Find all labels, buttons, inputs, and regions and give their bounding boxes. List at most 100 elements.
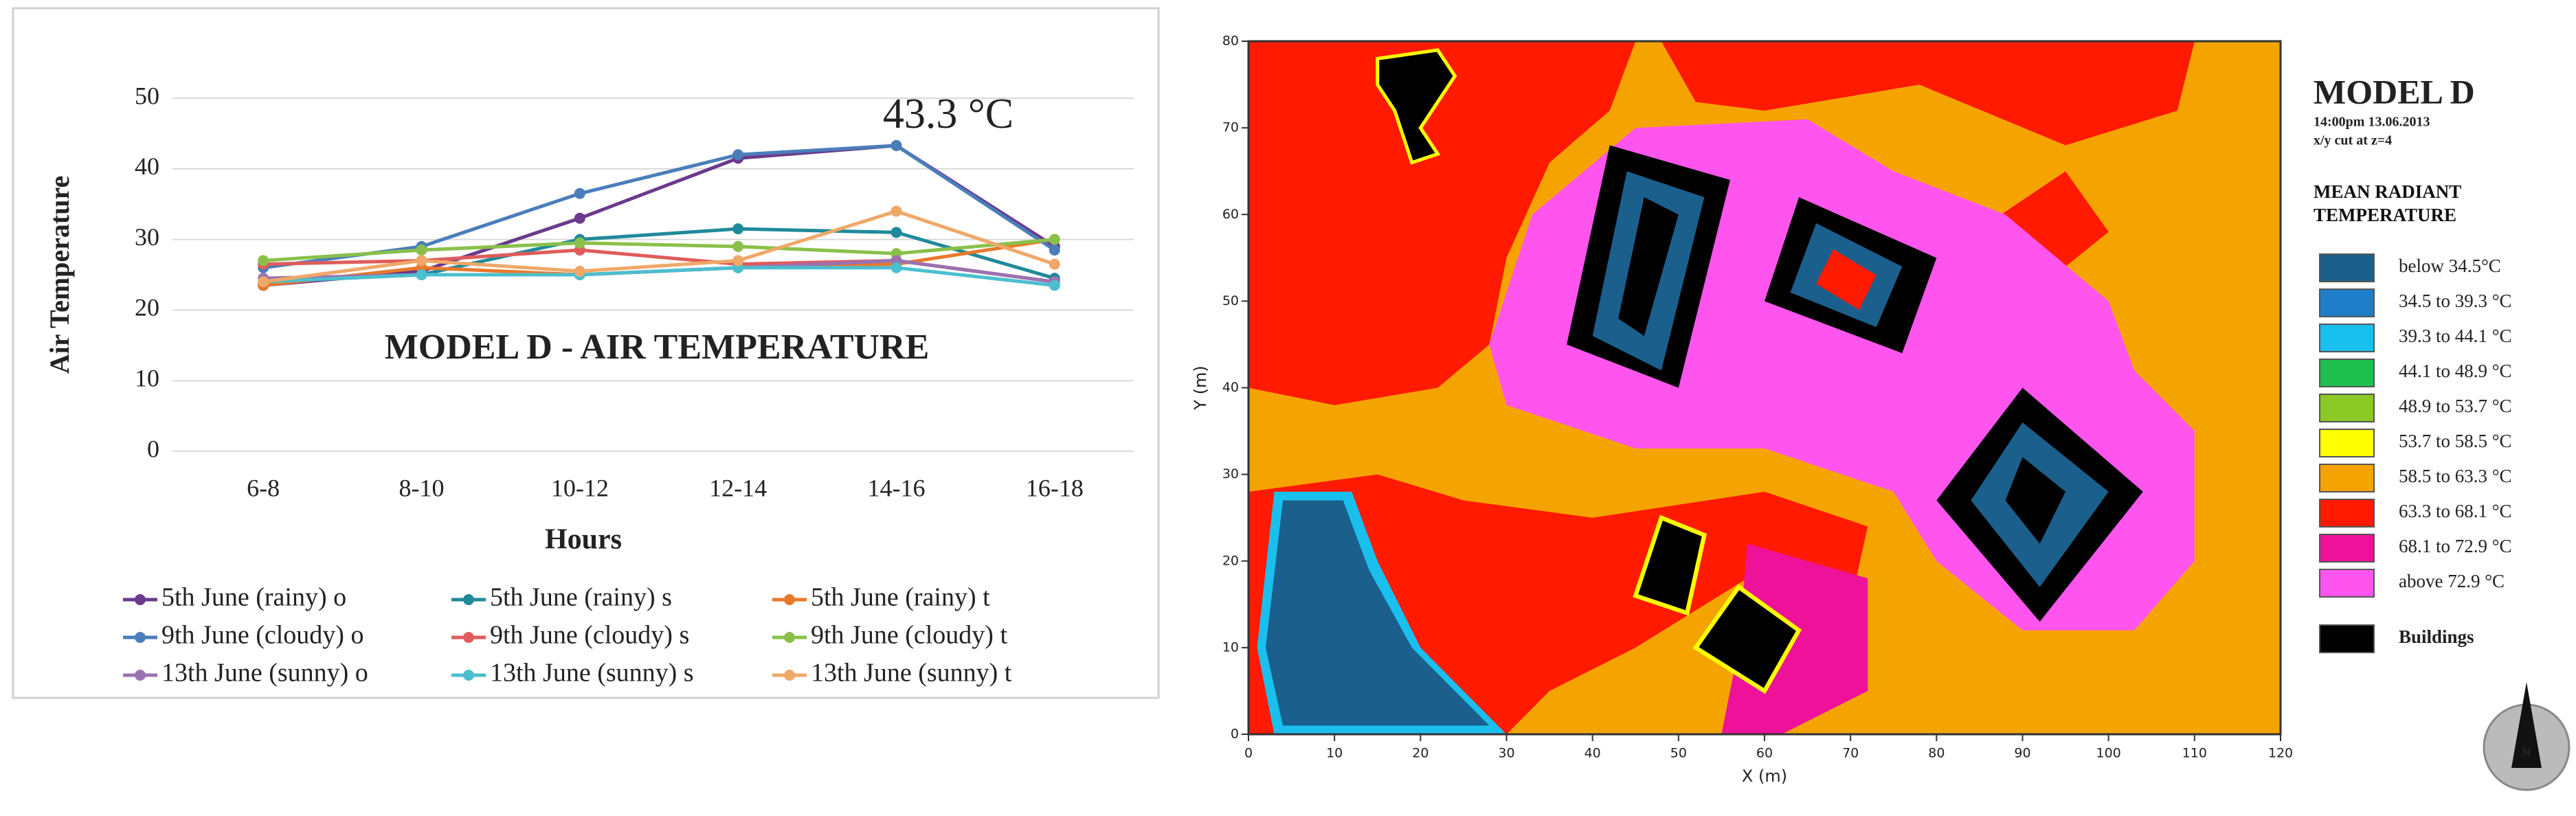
y-tick-label: 40 <box>1222 380 1239 395</box>
point <box>732 149 744 161</box>
x-tick-label: 10-12 <box>551 474 609 501</box>
point <box>732 255 744 267</box>
legend-marker <box>784 670 795 681</box>
x-tick-label: 14-16 <box>868 474 926 501</box>
point <box>1049 234 1060 245</box>
x-tick-label: 90 <box>2014 746 2030 761</box>
x-tick-label: 0 <box>1244 746 1253 761</box>
series-line <box>262 144 1056 270</box>
y-tick-label: 0 <box>147 435 159 462</box>
x-axis-label: Hours <box>545 524 622 556</box>
building-court <box>1816 249 1877 310</box>
legend-swatch <box>2319 429 2375 457</box>
legend-label: below 34.5°C <box>2399 256 2501 276</box>
point <box>891 262 902 273</box>
legend-marker <box>135 594 146 605</box>
y-axis-label: Air Temperature <box>44 176 75 374</box>
building <box>1376 48 1457 165</box>
region <box>1266 500 1490 726</box>
legend-marker <box>784 594 795 605</box>
map-note: x/y cut at z=4 <box>2314 133 2392 148</box>
legend-swatch <box>2319 359 2375 387</box>
legend-label: 34.5 to 39.3 °C <box>2399 291 2512 311</box>
x-tick-label: 12-14 <box>709 474 767 501</box>
x-tick-label: 20 <box>1412 746 1429 761</box>
point <box>891 227 902 238</box>
x-tick-label: 100 <box>2096 746 2121 761</box>
y-tick-label: 40 <box>135 152 159 180</box>
north-arrow <box>2483 682 2571 791</box>
legend-swatch <box>2319 499 2375 528</box>
legend-swatch <box>2319 324 2375 352</box>
x-tick-label: 40 <box>1584 746 1601 761</box>
x-tick-label: 110 <box>2182 746 2207 761</box>
x-tick-label: 8-10 <box>399 474 445 501</box>
point <box>732 223 744 235</box>
point <box>1049 280 1060 291</box>
map-subtitle: 14:00pm 13.06.2013 <box>2314 115 2430 130</box>
legend-label: 13th June (sunny) t <box>811 659 1012 688</box>
point <box>574 212 585 224</box>
y-tick-label: 50 <box>135 82 159 109</box>
y-axis-label: Y (m) <box>1191 365 1210 410</box>
x-tick-label: 80 <box>1928 746 1945 761</box>
legend-swatch <box>2319 394 2375 422</box>
legend-swatch <box>2319 624 2375 653</box>
annotation: 43.3 °C <box>883 91 1013 137</box>
point <box>574 237 585 249</box>
point <box>574 188 585 199</box>
legend-swatch <box>2319 253 2375 282</box>
x-tick-label: 10 <box>1326 746 1343 761</box>
legend-label: 48.9 to 53.7 °C <box>2399 396 2512 416</box>
building <box>1692 584 1802 694</box>
x-tick-label: 70 <box>1842 746 1859 761</box>
legend-label: above 72.9 °C <box>2399 571 2505 591</box>
legend-marker <box>784 632 795 643</box>
x-tick-label: 120 <box>2268 746 2293 761</box>
y-tick-label: 30 <box>135 223 159 251</box>
legend-label: 63.3 to 68.1 °C <box>2399 501 2512 521</box>
y-tick-label: 30 <box>1222 466 1239 481</box>
point <box>574 265 585 277</box>
legend-label: 58.5 to 63.3 °C <box>2399 466 2512 486</box>
x-tick-label: 30 <box>1498 746 1514 761</box>
point <box>891 205 902 217</box>
point <box>1049 245 1060 256</box>
point <box>416 255 427 267</box>
legend-title-box: MEAN RADIANT TEMPERATURE <box>2314 181 2461 225</box>
legend-swatch <box>2319 288 2375 317</box>
point <box>732 240 744 252</box>
legend-label: 13th June (sunny) s <box>490 659 694 688</box>
legend-marker <box>463 594 474 605</box>
legend-label: 5th June (rainy) s <box>490 583 672 612</box>
legend-label: 5th June (rainy) o <box>161 583 346 612</box>
x-tick-label: 6-8 <box>247 474 280 501</box>
legend-swatch <box>2319 569 2375 598</box>
legend-label: 9th June (cloudy) s <box>490 621 689 650</box>
building <box>2005 457 2066 544</box>
legend-label: 53.7 to 58.5 °C <box>2399 431 2512 451</box>
legend-label: 44.1 to 48.9 °C <box>2399 361 2512 381</box>
series-line <box>263 238 1055 262</box>
legend-title: MEAN RADIANT TEMPERATURE <box>2314 181 2461 225</box>
y-tick-label: 80 <box>1222 34 1239 49</box>
point <box>258 276 269 288</box>
building <box>1618 197 1679 336</box>
legend-marker <box>463 670 474 681</box>
x-axis-label: X (m) <box>1742 767 1787 786</box>
y-tick-label: 50 <box>1222 293 1239 308</box>
legend-label: 9th June (cloudy) t <box>811 621 1007 650</box>
point <box>258 255 269 267</box>
y-tick-label: 10 <box>135 364 159 392</box>
x-tick-label: 50 <box>1670 746 1687 761</box>
y-tick-label: 20 <box>1222 553 1239 568</box>
legend-marker <box>135 632 146 643</box>
x-tick-label: 60 <box>1756 746 1773 761</box>
y-tick-label: 70 <box>1222 120 1239 135</box>
chart-title: MODEL D - AIR TEMPERATURE <box>385 328 930 367</box>
y-tick-label: 20 <box>135 294 159 321</box>
y-tick-label: 10 <box>1222 639 1239 655</box>
legend-swatch <box>2319 464 2375 492</box>
legend-marker <box>135 670 146 681</box>
